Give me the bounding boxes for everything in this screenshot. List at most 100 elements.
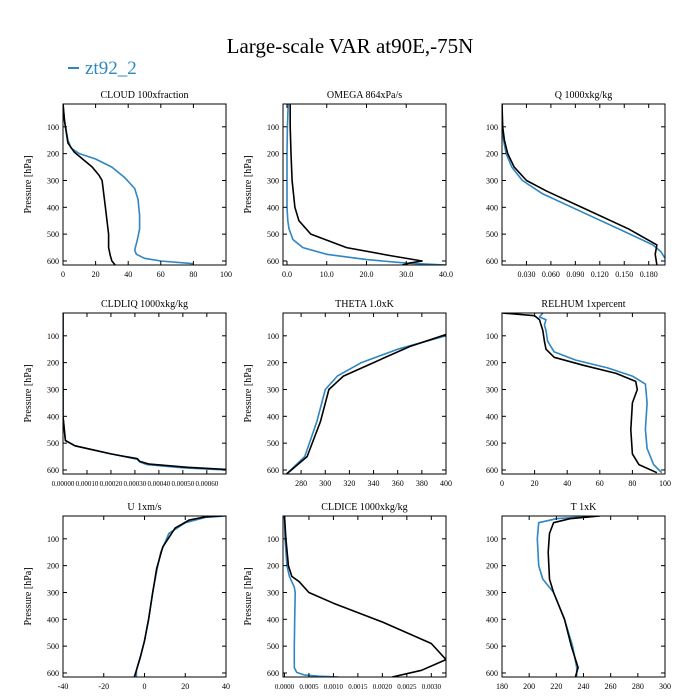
x-tick-label: 380 xyxy=(416,479,428,488)
legend: zt92_2 xyxy=(68,58,137,80)
y-tick-label: 400 xyxy=(486,615,498,624)
y-tick-label: 600 xyxy=(486,466,498,475)
x-tick-label: 280 xyxy=(632,682,644,691)
panel-title-relhum: RELHUM 1xpercent xyxy=(541,299,625,310)
y-tick-label: 600 xyxy=(47,257,59,266)
x-tick-label: 40.0 xyxy=(439,270,453,279)
y-tick-label: 300 xyxy=(486,385,498,394)
x-tick-label: 360 xyxy=(392,479,404,488)
x-tick-label: 240 xyxy=(578,682,590,691)
x-tick-label: 80 xyxy=(189,270,197,279)
y-axis-label-cloud: Pressure [hPa] xyxy=(23,155,34,213)
x-tick-label: 0.0020 xyxy=(373,683,393,691)
y-tick-label: 500 xyxy=(486,439,498,448)
legend-label: zt92_2 xyxy=(85,58,137,79)
x-tick-label: 0 xyxy=(500,479,504,488)
series-line-zt92_2-omega xyxy=(286,104,446,265)
x-tick-label: 20 xyxy=(181,682,189,691)
x-tick-label: -20 xyxy=(98,682,109,691)
x-tick-label: 320 xyxy=(343,479,355,488)
y-tick-label: 100 xyxy=(267,123,279,132)
x-tick-label: 0.120 xyxy=(591,270,609,279)
x-tick-label: 0.00000 xyxy=(52,480,75,488)
x-tick-label: 0 xyxy=(61,270,65,279)
y-tick-label: 400 xyxy=(486,412,498,421)
x-tick-label: 0.090 xyxy=(566,270,584,279)
y-tick-label: 600 xyxy=(47,466,59,475)
series-line-reference-cldliq xyxy=(63,313,226,471)
panel-cloud: CLOUD 100xfraction Pressure [hPa] 0 20 40 60 8… xyxy=(23,90,232,279)
x-tick-label: 20.0 xyxy=(359,270,373,279)
plot-frame-cldliq xyxy=(62,312,227,475)
series-line-zt92_2-cloud xyxy=(63,104,194,265)
x-tick-label: 0.030 xyxy=(517,270,535,279)
plot-frame-cldice xyxy=(282,515,447,678)
x-tick-label: 0.00010 xyxy=(76,480,99,488)
y-tick-label: 400 xyxy=(267,203,279,212)
y-tick-label: 200 xyxy=(47,150,59,159)
x-tick-label: 60 xyxy=(596,479,604,488)
panel-u: U 1xm/s Pressure [hPa] -40 -20 0 20 40 100 200 30… xyxy=(23,502,230,691)
y-tick-label: 100 xyxy=(267,332,279,341)
y-tick-label: 600 xyxy=(267,257,279,266)
y-tick-label: 400 xyxy=(267,615,279,624)
x-tick-label: 80 xyxy=(628,479,636,488)
y-tick-label: 200 xyxy=(267,562,279,571)
panel-t: T 1xK 180 200 220 240 260 280 300 100 200 300 400 50… xyxy=(486,502,671,691)
plot-frame-q xyxy=(501,103,666,266)
x-tick-label: 340 xyxy=(368,479,380,488)
y-tick-label: 500 xyxy=(267,439,279,448)
series-line-zt92_2-u xyxy=(135,516,226,677)
panel-title-cldice: CLDICE 1000xkg/kg xyxy=(321,502,407,513)
plot-frame-t xyxy=(501,515,666,678)
panel-theta: THETA 1.0xK Pressure [hPa] 280 300 320 340 360… xyxy=(243,299,452,488)
y-axis-label-u: Pressure [hPa] xyxy=(23,567,34,625)
y-tick-label: 300 xyxy=(486,588,498,597)
y-tick-label: 500 xyxy=(267,642,279,651)
x-tick-label: 400 xyxy=(440,479,452,488)
y-tick-label: 400 xyxy=(47,203,59,212)
x-tick-label: 0.0025 xyxy=(397,683,417,691)
chart-title: Large-scale VAR at90E,-75N xyxy=(226,34,474,58)
y-tick-label: 500 xyxy=(486,230,498,239)
x-tick-label: 0.0000 xyxy=(275,683,295,691)
x-tick-label: 40 xyxy=(222,682,230,691)
plot-frame-cloud xyxy=(62,103,227,266)
series-line-reference-theta xyxy=(286,333,446,474)
y-tick-label: 300 xyxy=(47,176,59,185)
y-tick-label: 300 xyxy=(267,385,279,394)
series-line-zt92_2-cldice xyxy=(283,516,339,677)
y-tick-label: 400 xyxy=(47,412,59,421)
series-line-reference-omega xyxy=(289,104,423,265)
x-tick-label: 0.00050 xyxy=(171,480,194,488)
y-tick-label: 500 xyxy=(47,230,59,239)
x-tick-label: 180 xyxy=(496,682,508,691)
y-tick-label: 100 xyxy=(47,332,59,341)
x-tick-label: -40 xyxy=(58,682,69,691)
y-tick-label: 100 xyxy=(47,535,59,544)
y-tick-label: 300 xyxy=(486,176,498,185)
x-tick-label: 300 xyxy=(319,479,331,488)
y-tick-label: 200 xyxy=(267,359,279,368)
panel-title-theta: THETA 1.0xK xyxy=(335,299,394,310)
panel-title-omega: OMEGA 864xPa/s xyxy=(327,90,402,101)
series-line-reference-t xyxy=(547,516,600,677)
x-tick-label: 220 xyxy=(550,682,562,691)
series-line-zt92_2-cldliq xyxy=(63,313,226,471)
y-axis-label-theta: Pressure [hPa] xyxy=(243,364,254,422)
x-tick-label: 40 xyxy=(563,479,571,488)
y-tick-label: 300 xyxy=(47,385,59,394)
series-line-zt92_2-relhum xyxy=(538,313,663,474)
x-tick-label: 0.00030 xyxy=(124,480,147,488)
x-tick-label: 260 xyxy=(605,682,617,691)
y-tick-label: 400 xyxy=(486,203,498,212)
legend-swatch xyxy=(68,66,79,69)
y-axis-label-cldice: Pressure [hPa] xyxy=(243,567,254,625)
x-tick-label: 200 xyxy=(523,682,535,691)
series-line-reference-q xyxy=(502,104,658,265)
panel-q: Q 1000xkg/kg 0.030 0.060 0.090 0.120 0.150 0.1… xyxy=(486,90,666,279)
x-tick-label: 280 xyxy=(295,479,307,488)
x-tick-label: 0.060 xyxy=(542,270,560,279)
series-line-reference-cldice xyxy=(283,516,446,677)
